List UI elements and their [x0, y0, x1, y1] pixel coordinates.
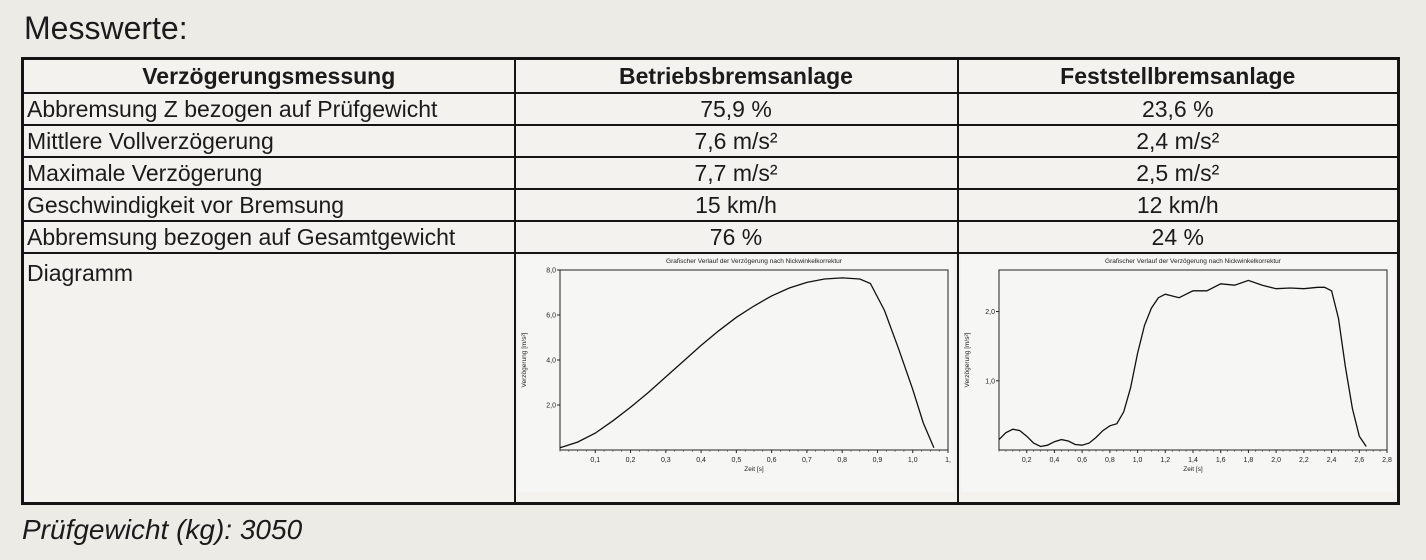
- table-row: Geschwindigkeit vor Bremsung 15 km/h 12 …: [21, 188, 1400, 222]
- service-brake-value: 75,9 %: [513, 92, 959, 126]
- y-tick-label: 6,0: [546, 313, 556, 320]
- parking-brake-value: 24 %: [956, 220, 1400, 254]
- x-tick-label: 2,6: [1354, 457, 1364, 464]
- row-label: Abbremsung Z bezogen auf Prüfgewicht: [21, 92, 516, 126]
- y-axis-label: Verzögerung [m/s²]: [521, 332, 528, 387]
- x-tick-label: 1,4: [1188, 457, 1198, 464]
- x-tick-label: 1,0: [907, 457, 917, 464]
- y-tick-label: 2,0: [546, 403, 556, 410]
- x-tick-label: 0,6: [766, 457, 776, 464]
- x-tick-label: 0,9: [872, 457, 882, 464]
- parking-brake-value: 23,6 %: [956, 92, 1400, 126]
- x-tick-label: 0,4: [1049, 457, 1059, 464]
- service-brake-value: 76 %: [513, 220, 959, 254]
- header-measurement: Verzögerungsmessung: [21, 57, 516, 94]
- x-tick-label: 1,8: [1243, 457, 1253, 464]
- service-brake-value: 7,7 m/s²: [513, 156, 959, 190]
- table-row: Maximale Verzögerung 7,7 m/s² 2,5 m/s²: [21, 156, 1400, 190]
- x-tick-label: 2,2: [1298, 457, 1308, 464]
- x-tick-label: 1,6: [1215, 457, 1225, 464]
- header-service-brake: Betriebsbremsanlage: [513, 57, 959, 94]
- chart-title: Grafischer Verlauf der Verzögerung nach …: [1105, 258, 1282, 265]
- measurement-table: Verzögerungsmessung Betriebsbremsanlage …: [21, 57, 1400, 505]
- deceleration-curve: [998, 279, 1367, 448]
- row-label: Abbremsung bezogen auf Gesamtgewicht: [21, 220, 516, 254]
- diagram-label: Diagramm: [21, 252, 516, 505]
- deceleration-curve: [559, 277, 934, 449]
- x-axis-label: Zeit [s]: [744, 466, 764, 473]
- parking-brake-chart: Grafischer Verlauf der Verzögerung nach …: [960, 256, 1395, 492]
- service-brake-chart-cell: Grafischer Verlauf der Verzögerung nach …: [513, 252, 959, 505]
- row-label: Mittlere Vollverzögerung: [21, 124, 516, 158]
- y-axis-label: Verzögerung [m/s²]: [964, 332, 971, 387]
- row-label: Maximale Verzögerung: [21, 156, 516, 190]
- x-tick-label: 0,2: [1021, 457, 1031, 464]
- x-tick-label: 0,3: [660, 457, 670, 464]
- x-tick-label: 1,2: [1160, 457, 1170, 464]
- page-heading: Messwerte:: [24, 10, 188, 46]
- parking-brake-value: 2,5 m/s²: [956, 156, 1400, 190]
- parking-brake-value: 2,4 m/s²: [956, 124, 1400, 158]
- header-parking-brake: Feststellbremsanlage: [956, 57, 1400, 94]
- parking-brake-chart-cell: Grafischer Verlauf der Verzögerung nach …: [956, 252, 1400, 505]
- y-tick-label: 8,0: [546, 268, 556, 275]
- x-tick-label: 0,2: [625, 457, 635, 464]
- diagram-row: Diagramm Grafischer Verlauf der Verzöger…: [21, 252, 1400, 505]
- x-tick-label: 0,8: [837, 457, 847, 464]
- x-tick-label: 0,7: [802, 457, 812, 464]
- x-tick-label: 0,4: [696, 457, 706, 464]
- x-tick-label: 0,8: [1104, 457, 1114, 464]
- x-tick-label: 0,6: [1077, 457, 1087, 464]
- chart-background: [960, 256, 1395, 492]
- table-row: Abbremsung bezogen auf Gesamtgewicht 76 …: [21, 220, 1400, 254]
- x-tick-label: 2,8: [1382, 457, 1392, 464]
- service-brake-value: 15 km/h: [513, 188, 959, 222]
- table-row: Abbremsung Z bezogen auf Prüfgewicht 75,…: [21, 92, 1400, 126]
- parking-brake-value: 12 km/h: [956, 188, 1400, 222]
- x-tick-label: 1,: [945, 457, 951, 464]
- row-label: Geschwindigkeit vor Bremsung: [21, 188, 516, 222]
- test-weight-footer: Prüfgewicht (kg): 3050: [22, 514, 303, 545]
- service-brake-value: 7,6 m/s²: [513, 124, 959, 158]
- y-tick-label: 1,0: [985, 378, 995, 385]
- x-tick-label: 0,5: [731, 457, 741, 464]
- x-tick-label: 2,4: [1326, 457, 1336, 464]
- chart-title: Grafischer Verlauf der Verzögerung nach …: [666, 258, 843, 265]
- service-brake-chart: Grafischer Verlauf der Verzögerung nach …: [517, 256, 954, 492]
- y-tick-label: 2,0: [985, 309, 995, 316]
- x-axis-label: Zeit [s]: [1183, 466, 1203, 473]
- x-tick-label: 0,1: [590, 457, 600, 464]
- table-header-row: Verzögerungsmessung Betriebsbremsanlage …: [21, 57, 1400, 94]
- table-row: Mittlere Vollverzögerung 7,6 m/s² 2,4 m/…: [21, 124, 1400, 158]
- y-tick-label: 4,0: [546, 358, 556, 365]
- x-tick-label: 2,0: [1271, 457, 1281, 464]
- x-tick-label: 1,0: [1132, 457, 1142, 464]
